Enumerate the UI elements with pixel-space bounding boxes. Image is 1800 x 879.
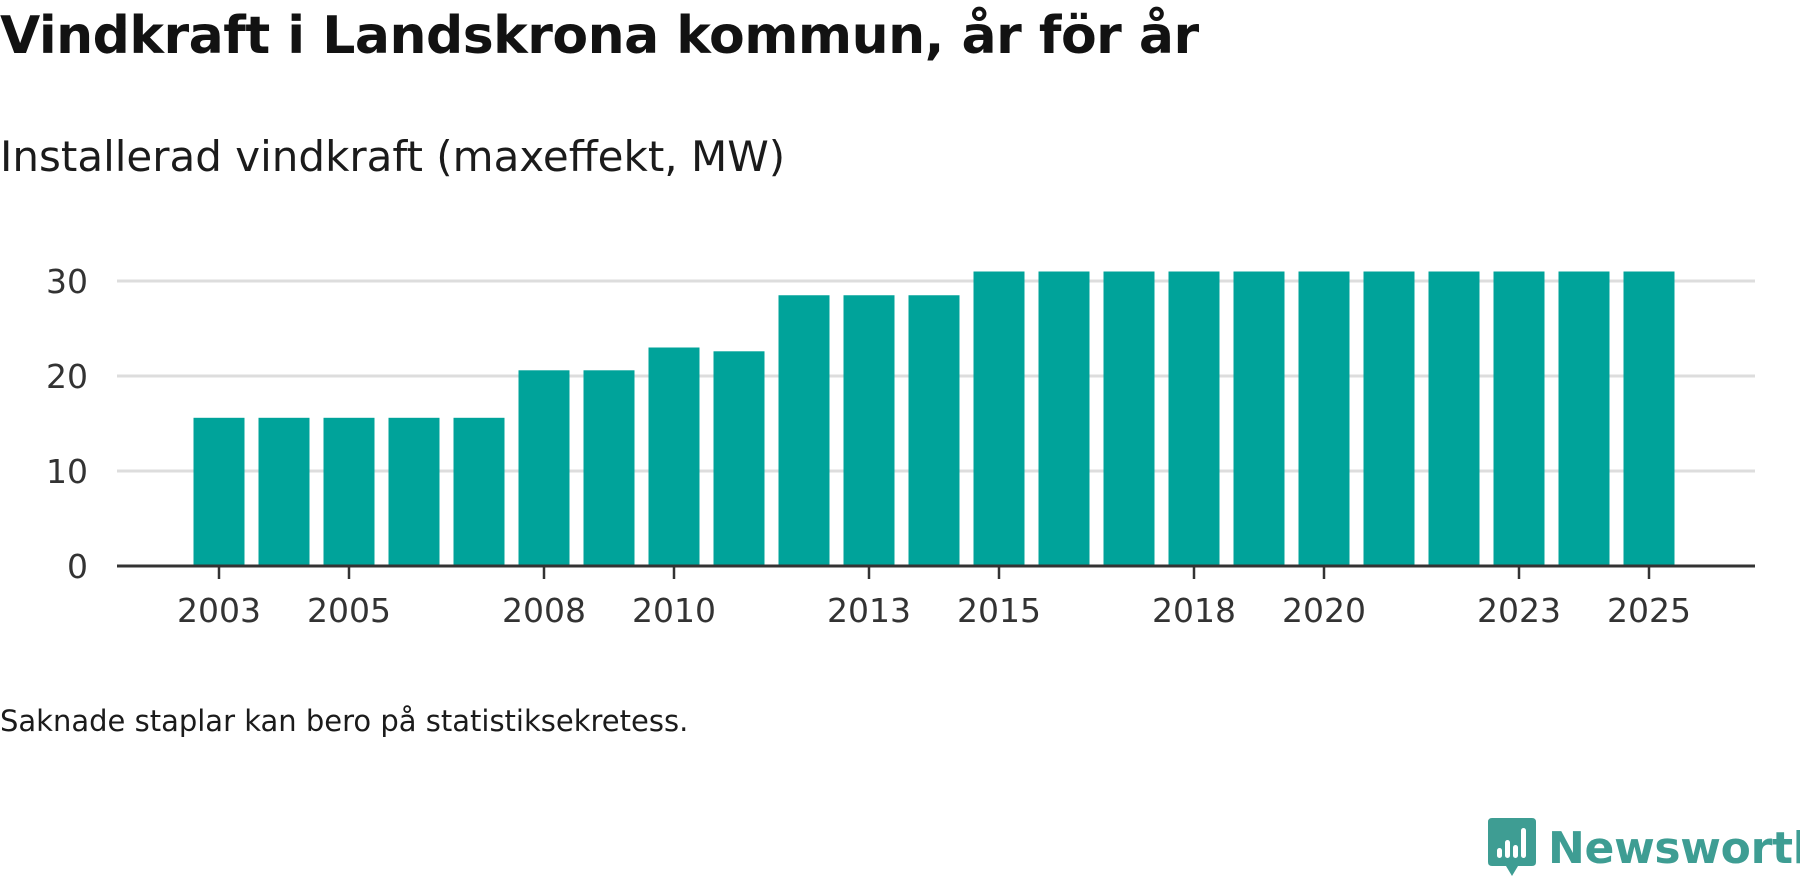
bar-2004 <box>258 417 310 566</box>
chart-title: Vindkraft i Landskrona kommun, år för år <box>0 6 1199 66</box>
bars <box>193 271 1675 566</box>
bar-2022 <box>1428 271 1480 566</box>
bar-2025 <box>1623 271 1675 566</box>
x-tick-label: 2025 <box>1607 591 1691 630</box>
y-tick-label: 20 <box>46 357 88 396</box>
x-tick-label: 2013 <box>827 591 911 630</box>
x-tick-label: 2020 <box>1282 591 1366 630</box>
footnote: Saknade staplar kan bero på statistiksek… <box>0 704 689 738</box>
x-axis: 2003 2005 2008 2010 2013 2015 2018 2020 2023 2025 <box>117 564 1755 630</box>
x-tick-label: 2015 <box>957 591 1041 630</box>
bar-2007 <box>453 417 505 566</box>
bar-2003 <box>193 417 245 566</box>
bar-2015 <box>973 271 1025 566</box>
brand-logo: Newsworthy <box>1488 818 1800 878</box>
bar-2006 <box>388 417 440 566</box>
bar-2017 <box>1103 271 1155 566</box>
x-tick-label: 2008 <box>502 591 586 630</box>
y-tick-label: 10 <box>46 452 88 491</box>
y-axis-ticks: 0 10 20 30 <box>46 262 88 586</box>
bar-2024 <box>1558 271 1610 566</box>
bar-2023 <box>1493 271 1545 566</box>
x-tick-label: 2018 <box>1152 591 1236 630</box>
bar-2013 <box>843 295 895 566</box>
bar-2016 <box>1038 271 1090 566</box>
x-tick-label: 2005 <box>307 591 391 630</box>
y-tick-label: 30 <box>46 262 88 301</box>
bar-2008 <box>518 370 570 566</box>
bar-2009 <box>583 370 635 566</box>
bar-2014 <box>908 295 960 566</box>
bar-2011 <box>713 351 765 566</box>
x-tick-label: 2010 <box>632 591 716 630</box>
bar-chart: 0 10 20 30 2003 2005 2008 2010 2013 2015 2018 2020… <box>46 262 1755 630</box>
bar-2012 <box>778 295 830 566</box>
bar-2019 <box>1233 271 1285 566</box>
x-tick-label: 2003 <box>177 591 261 630</box>
bar-2018 <box>1168 271 1220 566</box>
y-tick-label: 0 <box>67 547 88 586</box>
chart-subtitle: Installerad vindkraft (maxeffekt, MW) <box>0 132 786 181</box>
brand-name: Newsworthy <box>1548 822 1800 874</box>
bar-2010 <box>648 347 700 566</box>
newsworthy-logo-icon <box>1488 818 1536 876</box>
bar-2020 <box>1298 271 1350 566</box>
bar-2021 <box>1363 271 1415 566</box>
x-tick-label: 2023 <box>1477 591 1561 630</box>
bar-2005 <box>323 417 375 566</box>
